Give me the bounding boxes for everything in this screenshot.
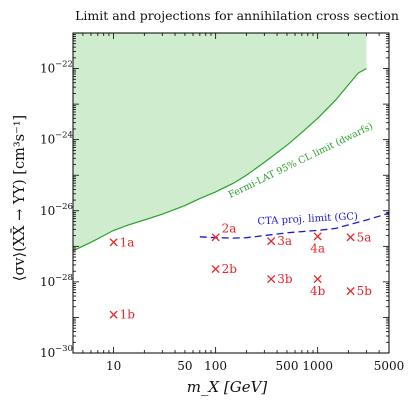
benchmark-label-5b: 5b (357, 284, 373, 298)
benchmark-point-2a (211, 233, 220, 242)
plot-area (73, 33, 389, 252)
y-tick-label: 10 (40, 346, 55, 360)
benchmark-point-2b (211, 264, 220, 274)
benchmark-label-1b: 1b (120, 308, 136, 322)
y-tick-exponent: −30 (55, 344, 73, 354)
fermi-excluded-region (73, 33, 367, 251)
benchmark-label-3a: 3a (277, 234, 292, 248)
x-tick-label: 5000 (374, 359, 405, 373)
benchmark-point-3a (267, 237, 276, 246)
y-axis-label: ⟨σv⟩(XX̄ → YY) [cm³s⁻¹] (10, 115, 28, 281)
benchmark-point-4b (313, 275, 322, 284)
y-tick-exponent: −24 (55, 131, 73, 141)
y-tick-exponent: −26 (55, 202, 73, 212)
y-tick-label: 10 (40, 275, 55, 289)
plot-frame (72, 32, 390, 354)
benchmark-point-3b (267, 275, 276, 284)
benchmark-label-2b: 2b (222, 262, 238, 276)
benchmark-point-4a (313, 232, 322, 241)
cta-limit-label: CTA proj. limit (GC) (257, 211, 358, 227)
benchmark-label-5a: 5a (357, 230, 372, 244)
benchmark-label-4b: 4b (310, 284, 326, 298)
benchmark-label-4a: 4a (310, 241, 325, 255)
chart-title: Limit and projections for annihilation c… (75, 8, 399, 23)
benchmark-label-1a: 1a (120, 235, 135, 249)
y-tick-exponent: −22 (55, 60, 73, 70)
benchmark-point-5b (346, 287, 355, 296)
x-tick-label: 1000 (302, 359, 333, 373)
benchmark-point-5a (346, 233, 355, 242)
x-tick-label: 10 (106, 359, 121, 373)
y-tick-label: 10 (40, 133, 55, 147)
x-tick-label: 100 (204, 359, 227, 373)
benchmark-point-1b (109, 310, 118, 319)
fermi-limit-line (73, 68, 367, 252)
benchmark-point-1a (109, 238, 118, 247)
benchmark-label-2a: 2a (222, 221, 237, 235)
x-axis-label: m_X [GeV] (187, 378, 268, 396)
y-tick-label: 10 (40, 62, 55, 76)
benchmark-label-3b: 3b (277, 272, 293, 286)
y-tick-exponent: −28 (55, 273, 73, 283)
x-tick-label: 500 (276, 359, 299, 373)
y-tick-label: 10 (40, 204, 55, 218)
x-tick-label: 50 (177, 359, 192, 373)
